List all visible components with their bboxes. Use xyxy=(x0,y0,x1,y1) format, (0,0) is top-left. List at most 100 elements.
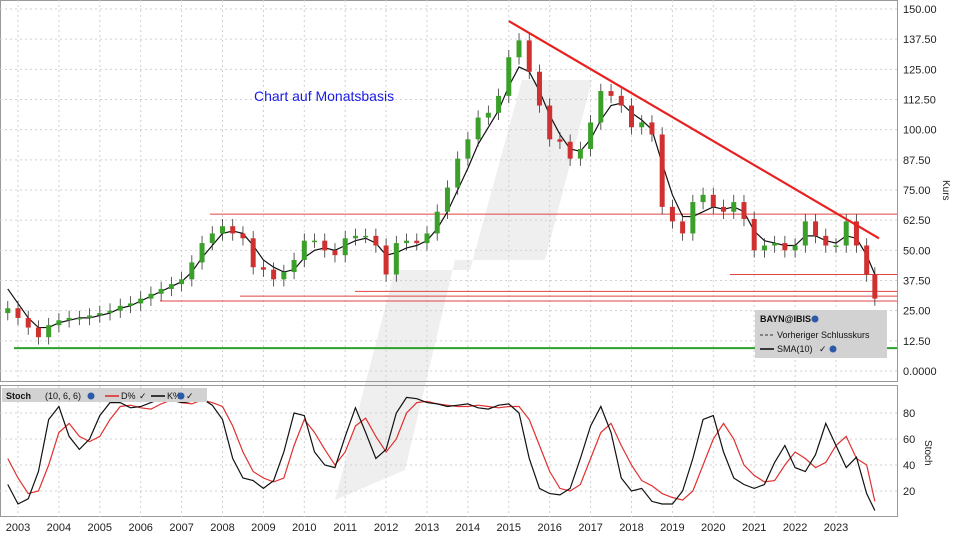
stoch-tick-label: 40 xyxy=(903,460,915,472)
price-tick-label: 150.00 xyxy=(903,4,937,16)
candle-body xyxy=(434,211,440,234)
candle-body xyxy=(843,221,849,246)
x-tick-label: 2005 xyxy=(88,522,112,534)
candle-body xyxy=(414,240,420,244)
candle-body xyxy=(5,308,11,314)
candle-body xyxy=(872,274,878,299)
candle-body xyxy=(66,317,72,321)
watermark-logo xyxy=(335,80,592,500)
stoch-tick-label: 20 xyxy=(903,486,915,498)
candle-body xyxy=(373,235,379,246)
candle-body xyxy=(127,303,133,306)
candle-body xyxy=(567,141,573,159)
candle-body xyxy=(25,317,31,328)
stoch-legend: Stoch (10, 6, 6) D% ✓ K% ✓ xyxy=(2,388,207,402)
candle-body xyxy=(260,267,266,270)
candle-body xyxy=(404,240,410,244)
x-tick-label: 2021 xyxy=(742,522,766,534)
candle-body xyxy=(853,221,859,246)
globe-icon[interactable] xyxy=(829,345,837,353)
globe-icon[interactable] xyxy=(87,392,95,400)
candle-body xyxy=(301,240,307,260)
candle-body xyxy=(588,122,594,149)
check-icon[interactable]: ✓ xyxy=(139,391,147,401)
candle-body xyxy=(363,235,369,238)
candle-body xyxy=(710,194,716,207)
candle-body xyxy=(761,245,767,251)
candle-body xyxy=(751,218,757,251)
globe-icon[interactable] xyxy=(177,392,185,400)
candle-body xyxy=(76,317,82,320)
candle-body xyxy=(577,148,583,159)
candle-body xyxy=(352,235,358,239)
candle-body xyxy=(598,91,604,123)
price-tick-label: 125.00 xyxy=(903,64,937,76)
candle-body xyxy=(496,95,502,113)
candle-body xyxy=(424,233,430,244)
x-tick-label: 2013 xyxy=(415,522,439,534)
price-tick-label: 100.00 xyxy=(903,125,937,137)
stoch-title: Stoch xyxy=(6,391,31,401)
candle-body xyxy=(281,272,287,280)
candle-body xyxy=(97,313,103,316)
x-tick-label: 2017 xyxy=(578,522,602,534)
candle-body xyxy=(833,245,839,248)
x-tick-label: 2020 xyxy=(701,522,725,534)
price-y-ticks: 150.00 137.50 125.00 112.50 100.00 87.50 75.00… xyxy=(903,4,937,378)
price-tick-label: 25.00 xyxy=(903,306,931,318)
candle-body xyxy=(465,139,471,159)
stoch-axis-label: Stoch xyxy=(922,440,933,466)
candle-body xyxy=(291,259,297,273)
candles xyxy=(5,33,878,345)
stoch-y-ticks: 80 60 40 20 xyxy=(903,408,915,498)
candle-body xyxy=(802,221,808,246)
chart-annotation: Chart auf Monatsbasis xyxy=(254,88,394,104)
price-tick-label: 62.50 xyxy=(903,215,931,227)
legend-item-sma: SMA(10) xyxy=(777,344,813,354)
candle-body xyxy=(209,233,215,244)
candle-body xyxy=(383,245,389,275)
x-tick-label: 2006 xyxy=(128,522,152,534)
candle-body xyxy=(35,327,41,338)
candle-body xyxy=(189,262,195,280)
x-ticks: 2003 2004 2005 2006 2007 2008 2009 2010 2011 2012… xyxy=(6,522,848,534)
candle-body xyxy=(649,122,655,135)
price-tick-label: 50.00 xyxy=(903,245,931,257)
candle-body xyxy=(250,238,256,268)
x-tick-label: 2003 xyxy=(6,522,30,534)
legend-item-previous-close: Vorheriger Schlusskurs xyxy=(777,330,870,340)
candle-body xyxy=(332,250,338,256)
stoch-params: (10, 6, 6) xyxy=(45,391,81,401)
candle-body xyxy=(46,325,52,338)
price-tick-label: 112.50 xyxy=(903,95,936,107)
price-tick-label: 87.50 xyxy=(903,155,931,167)
candle-body xyxy=(312,240,318,243)
candle-body xyxy=(342,238,348,256)
x-tick-label: 2004 xyxy=(47,522,71,534)
candle-body xyxy=(680,221,686,234)
candle-body xyxy=(475,117,481,140)
candle-body xyxy=(444,187,450,212)
check-icon[interactable]: ✓ xyxy=(186,391,194,401)
stoch-tick-label: 60 xyxy=(903,434,915,446)
resistance-line xyxy=(508,20,880,240)
candle-body xyxy=(455,158,461,188)
x-tick-label: 2010 xyxy=(292,522,316,534)
legend-item-k: K% xyxy=(167,391,181,401)
check-icon[interactable]: ✓ xyxy=(819,344,827,354)
candle-body xyxy=(669,206,675,222)
candle-body xyxy=(15,308,21,318)
candle-body xyxy=(516,40,522,58)
stoch-series-d xyxy=(7,399,876,502)
candle-body xyxy=(168,284,174,289)
candle-body xyxy=(618,95,624,106)
candle-body xyxy=(823,235,829,246)
globe-icon[interactable] xyxy=(811,315,819,323)
legend-item-d: D% xyxy=(121,391,136,401)
candle-body xyxy=(659,134,665,207)
candle-body xyxy=(485,112,491,118)
candle-body xyxy=(138,298,144,304)
legend-box xyxy=(755,310,887,358)
stoch-legend-bg xyxy=(2,388,207,402)
